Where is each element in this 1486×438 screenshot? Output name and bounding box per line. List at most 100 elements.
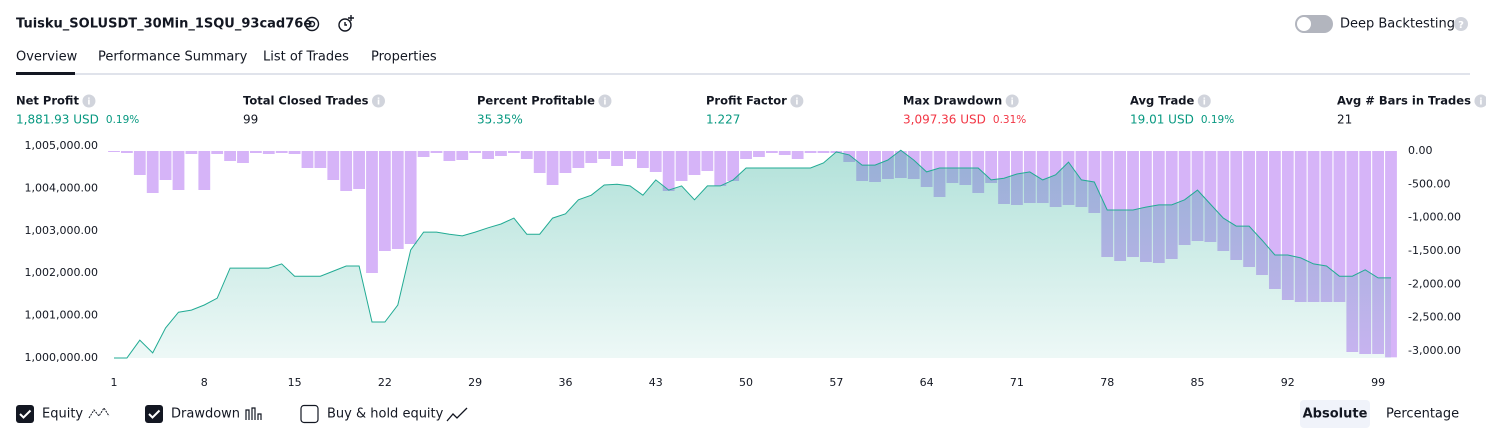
stat-label: Total Closed Trades (243, 94, 369, 108)
x-tick-label: 8 (201, 376, 208, 389)
info-glyph: i (1479, 98, 1482, 108)
info-glyph: i (1203, 98, 1206, 108)
drawdown-bar (714, 151, 727, 186)
info-icon[interactable] (598, 94, 612, 108)
drawdown-bar (133, 151, 146, 175)
drawdown-bar (662, 151, 675, 191)
drawdown-bar (649, 151, 662, 172)
info-glyph: i (377, 98, 380, 108)
info-icon[interactable] (790, 94, 804, 108)
drawdown-bar (288, 151, 301, 154)
tab[interactable]: Performance Summary (98, 50, 248, 65)
drawdown-bar (998, 151, 1010, 204)
drawdown-bar (611, 151, 623, 166)
active-tab-underline (16, 72, 75, 75)
drawdown-bar (1114, 151, 1127, 261)
drawdown-bar (804, 151, 817, 153)
drawdown-checkbox[interactable] (145, 405, 163, 423)
drawdown-bar (108, 151, 120, 152)
y-tick-label: 1,004,000.00 (25, 181, 98, 194)
drawdown-bar (520, 151, 533, 159)
equity-line (114, 149, 1391, 359)
mode-absolute[interactable]: Absolute (1303, 407, 1368, 422)
drawdown-bar (443, 151, 456, 161)
y-tick-label: 1,000,000.00 (25, 351, 98, 364)
drawdown-bar (778, 151, 791, 155)
tab[interactable]: Overview (16, 50, 78, 65)
drawdown-bar (327, 151, 340, 180)
drawdown-bar (675, 151, 688, 181)
buy-hold-checkbox[interactable] (300, 404, 319, 424)
y2-tick-label: -1,500.00 (1408, 244, 1461, 257)
info-icon[interactable] (371, 94, 385, 108)
stat-percent: 0.19% (1201, 114, 1234, 126)
help-icon[interactable] (1454, 17, 1468, 31)
drawdown-bar (817, 151, 830, 153)
stats: Net Profit i 1,881.93 USD 0.19% Total Closed… (16, 94, 1486, 127)
drawdown-bar (366, 151, 378, 273)
drawdown-bar (1178, 151, 1191, 245)
y-tick-label: 1,003,000.00 (25, 224, 98, 237)
tab[interactable]: Properties (371, 50, 437, 65)
drawdown-bar (249, 151, 262, 153)
stat-value: 99 (243, 113, 258, 127)
drawdown-bar (585, 151, 598, 163)
drawdown-bar (1372, 151, 1385, 354)
absolute-button[interactable] (1300, 400, 1370, 428)
drawdown-bar (237, 151, 249, 163)
legend-label: Drawdown (171, 407, 240, 422)
drawdown-bar (1269, 151, 1281, 289)
stat-value: 1,881.93 USD (16, 113, 99, 127)
settings-icon[interactable] (304, 16, 320, 32)
stat-label: Net Profit (16, 94, 79, 108)
check (148, 409, 161, 419)
stat-label: Profit Factor (706, 94, 787, 108)
drawdown-bar (507, 151, 520, 153)
stat-label: Percent Profitable (477, 94, 595, 108)
stat-value: 3,097.36 USD (903, 113, 986, 127)
drawdown-bar (456, 151, 469, 160)
info-icon[interactable] (1474, 94, 1486, 108)
x-tick-label: 99 (1371, 376, 1385, 389)
drawdown-bar (417, 151, 430, 157)
x-tick-label: 36 (558, 376, 572, 389)
deep-backtesting-label: Deep Backtesting (1340, 17, 1455, 32)
x-tick-label: 50 (739, 376, 753, 389)
x-tick-label: 15 (288, 376, 302, 389)
drawdown-bar (1230, 151, 1243, 260)
x-tick-label: 71 (1010, 376, 1024, 389)
stat-percent: 0.19% (106, 114, 139, 126)
drawdown-bar (1243, 151, 1256, 267)
drawdown-bar (1101, 151, 1114, 257)
drawdown-bar (533, 151, 546, 173)
strategy-title: Tuisku_SOLUSDT_30Min_1SQU_93cad76e (16, 17, 312, 32)
mode-percentage[interactable]: Percentage (1386, 407, 1459, 422)
drawdown-bar (1385, 151, 1397, 358)
drawdown-bar (636, 151, 649, 168)
tab[interactable]: List of Trades (263, 50, 349, 65)
drawdown-bar (701, 151, 714, 171)
stat-value: 1.227 (706, 113, 740, 127)
x-tick-label: 92 (1281, 376, 1295, 389)
legend: Equity Drawdown Buy & hold equity Absolute P… (16, 400, 1459, 428)
info-icon[interactable] (1197, 94, 1211, 108)
equity-checkbox[interactable] (16, 405, 34, 423)
drawdown-bar (404, 151, 417, 244)
x-tick-label: 57 (829, 376, 843, 389)
drawdown-bar (353, 151, 365, 189)
drawdown-bar (430, 151, 443, 153)
stat-label: Max Drawdown (903, 94, 1002, 108)
drawdown-bar (1256, 151, 1268, 275)
info-glyph: i (603, 98, 606, 108)
x-tick-label: 29 (468, 376, 482, 389)
info-glyph: i (795, 98, 798, 108)
alert-icon[interactable] (338, 15, 354, 32)
help-icon-glyph: ? (1458, 20, 1464, 31)
drawdown-bar (727, 151, 740, 181)
info-icon[interactable] (82, 94, 96, 108)
drawdown-icon (245, 407, 262, 420)
drawdown-bar (262, 151, 275, 154)
info-icon[interactable] (1005, 94, 1019, 108)
drawdown-bar (624, 151, 636, 159)
drawdown-bar (920, 151, 933, 187)
